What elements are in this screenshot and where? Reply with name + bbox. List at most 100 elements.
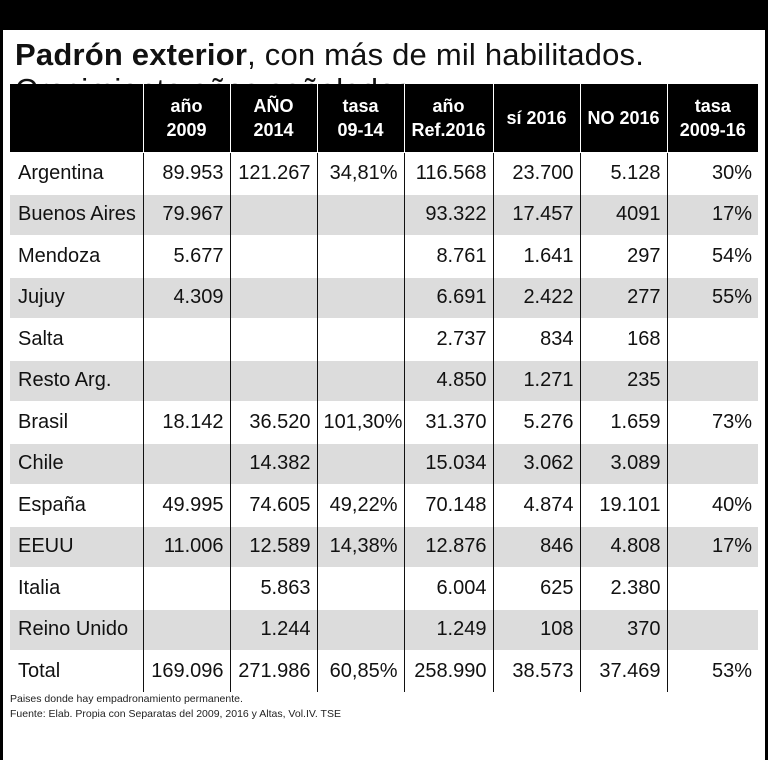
table-cell: 14.382 (229, 442, 317, 485)
table-cell: 121.267 (229, 152, 317, 194)
table-cell: 1.641 (492, 235, 580, 277)
column-header-line: año (432, 96, 465, 116)
table-row: Total 169.096 271.986 60,85% 258.990 38.573 37… (10, 650, 758, 692)
table-cell (666, 567, 758, 609)
table-cell (229, 235, 317, 277)
table-cell: 36.520 (229, 401, 317, 443)
column-header-line: tasa (694, 96, 731, 116)
table-cell: 834 (492, 318, 580, 360)
column-header-line: tasa (342, 96, 379, 116)
table-cell: 297 (579, 235, 667, 277)
column-header (10, 84, 143, 153)
row-label: EEUU (10, 525, 143, 568)
table-cell (229, 276, 317, 319)
table-row: Buenos Aires 79.967 93.322 17.457 4091 17% (10, 193, 758, 236)
table-cell (666, 608, 758, 651)
table-cell (316, 276, 404, 319)
table-cell: 6.004 (403, 567, 493, 609)
table-row: Chile 14.382 15.034 3.062 3.089 (10, 442, 758, 485)
column-header: NO 2016 (579, 84, 667, 153)
table-cell: 3.062 (492, 442, 580, 485)
row-label: Mendoza (10, 235, 143, 277)
table-cell (316, 567, 404, 609)
table-cell: 4.850 (403, 359, 493, 402)
table-cell: 74.605 (229, 484, 317, 526)
column-header-line: año (170, 96, 203, 116)
table-cell: 3.089 (579, 442, 667, 485)
column-header: año Ref.2016 (403, 84, 493, 153)
table-cell: 49,22% (316, 484, 404, 526)
table-cell: 14,38% (316, 525, 404, 568)
table-cell: 53% (666, 650, 758, 692)
table-cell: 8.761 (403, 235, 493, 277)
table-cell (142, 318, 230, 360)
table-cell (316, 359, 404, 402)
table-cell (229, 193, 317, 236)
table-cell: 258.990 (403, 650, 493, 692)
table-cell: 73% (666, 401, 758, 443)
row-label: España (10, 484, 143, 526)
table-cell: 116.568 (403, 152, 493, 194)
table-cell: 169.096 (142, 650, 230, 692)
table-cell: 55% (666, 276, 758, 319)
table-cell: 15.034 (403, 442, 493, 485)
table-cell (316, 235, 404, 277)
table-row: Brasil 18.142 36.520 101,30% 31.370 5.276 1.65… (10, 401, 758, 443)
table-cell: 93.322 (403, 193, 493, 236)
column-header-line: 2009 (166, 120, 207, 140)
table-cell: 17% (666, 193, 758, 236)
column-header-line: 09-14 (337, 120, 384, 140)
table-cell: 37.469 (579, 650, 667, 692)
column-header-line: NO 2016 (587, 108, 660, 128)
table-cell: 38.573 (492, 650, 580, 692)
data-table: año 2009 AÑO 2014 tasa 09-14 año Ref.2016 sí 201… (10, 84, 758, 692)
table-cell: 5.128 (579, 152, 667, 194)
table-cell (142, 567, 230, 609)
table-row: España 49.995 74.605 49,22% 70.148 4.874 19.10… (10, 484, 758, 526)
column-header-line: sí 2016 (506, 108, 567, 128)
table-cell: 11.006 (142, 525, 230, 568)
table-cell: 2.380 (579, 567, 667, 609)
row-label: Reino Unido (10, 608, 143, 651)
table-row: Mendoza 5.677 8.761 1.641 297 54% (10, 235, 758, 277)
table-cell: 5.863 (229, 567, 317, 609)
table-cell: 101,30% (316, 401, 404, 443)
table-cell: 79.967 (142, 193, 230, 236)
table-cell (666, 442, 758, 485)
table-cell: 17% (666, 525, 758, 568)
row-label: Buenos Aires (10, 193, 143, 236)
column-header: tasa 2009-16 (666, 84, 758, 153)
footnote-1: Paises donde hay empadronamiento permane… (10, 693, 243, 705)
table-cell (666, 359, 758, 402)
row-label: Argentina (10, 152, 143, 194)
table-row: Italia 5.863 6.004 625 2.380 (10, 567, 758, 609)
table-cell: 12.876 (403, 525, 493, 568)
table-cell: 4091 (579, 193, 667, 236)
table-cell: 89.953 (142, 152, 230, 194)
table-cell: 1.244 (229, 608, 317, 651)
table-cell: 168 (579, 318, 667, 360)
column-header: tasa 09-14 (316, 84, 404, 153)
table-cell (666, 318, 758, 360)
row-label: Chile (10, 442, 143, 485)
table-cell (229, 359, 317, 402)
title-bold: Padrón exterior (15, 37, 248, 72)
table-cell: 6.691 (403, 276, 493, 319)
table-cell: 31.370 (403, 401, 493, 443)
table-cell: 34,81% (316, 152, 404, 194)
table-cell (142, 608, 230, 651)
table-cell (229, 318, 317, 360)
table-cell: 2.422 (492, 276, 580, 319)
table-cell: 19.101 (579, 484, 667, 526)
footnotes: Paises donde hay empadronamiento permane… (10, 692, 341, 722)
table-cell: 60,85% (316, 650, 404, 692)
table-row: Argentina 89.953 121.267 34,81% 116.568 23.70… (10, 152, 758, 194)
table-cell: 17.457 (492, 193, 580, 236)
table-cell: 49.995 (142, 484, 230, 526)
header-row: año 2009 AÑO 2014 tasa 09-14 año Ref.2016 sí 201… (10, 84, 758, 153)
table-cell: 5.276 (492, 401, 580, 443)
table-cell (316, 442, 404, 485)
table-row: Resto Arg. 4.850 1.271 235 (10, 359, 758, 402)
table-cell (142, 359, 230, 402)
table-cell: 23.700 (492, 152, 580, 194)
